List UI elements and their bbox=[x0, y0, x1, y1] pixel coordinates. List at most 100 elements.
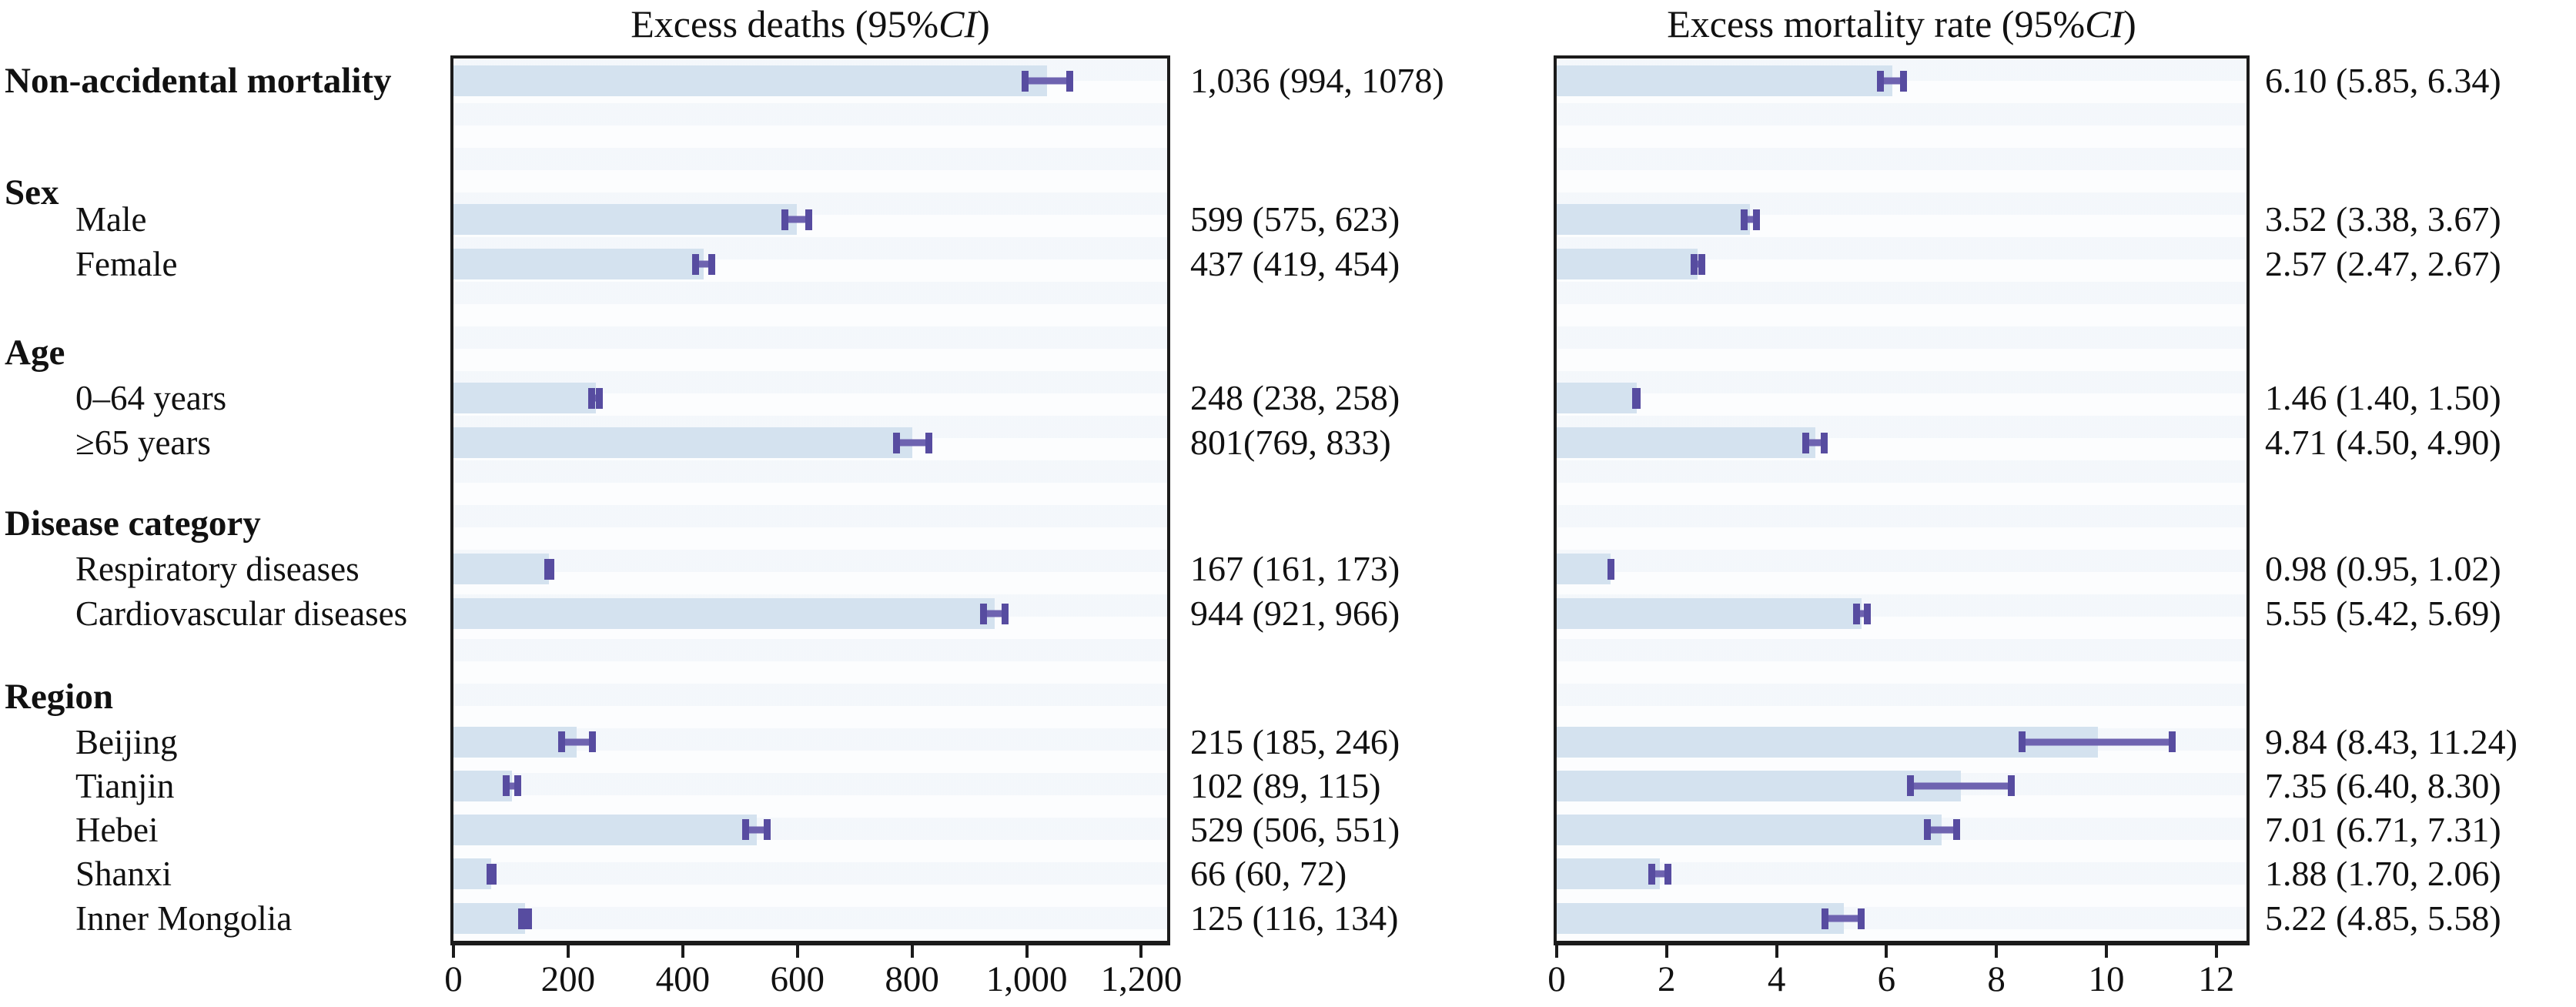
deaths-value-label: 437 (419, 454) bbox=[1190, 244, 1400, 283]
axis-tick bbox=[566, 945, 570, 958]
axis-tick-label: 12 bbox=[2198, 959, 2235, 999]
deaths-bar bbox=[453, 858, 492, 889]
deaths-ci-error-bar bbox=[1023, 77, 1072, 85]
excess-deaths-panel bbox=[450, 55, 1170, 945]
deaths-value-label: 167 (161, 173) bbox=[1190, 549, 1400, 588]
deaths-bar-row bbox=[453, 851, 1167, 896]
rate-bar bbox=[1557, 65, 1892, 96]
deaths-bar bbox=[453, 903, 526, 934]
rate-value-label: 6.10 (5.85, 6.34) bbox=[2265, 61, 2501, 100]
axis-tick bbox=[1139, 945, 1143, 958]
axis-tick-label: 2 bbox=[1658, 959, 1676, 999]
right-panel-title-text: Excess mortality rate (95% bbox=[1667, 2, 2086, 45]
deaths-value-label: 125 (116, 134) bbox=[1190, 898, 1399, 938]
deaths-bar-row bbox=[453, 376, 1167, 420]
rate-bar-row bbox=[1557, 242, 2246, 286]
deaths-bar bbox=[453, 204, 797, 235]
axis-tick bbox=[452, 945, 455, 958]
row-label: Female bbox=[75, 245, 178, 283]
deaths-ci-error-bar bbox=[504, 782, 520, 789]
left-panel-title-text: Excess deaths (95% bbox=[631, 2, 939, 45]
deaths-bar bbox=[453, 554, 550, 584]
deaths-value-label: 1,036 (994, 1078) bbox=[1190, 61, 1444, 100]
deaths-bar bbox=[453, 249, 704, 279]
axis-tick-label: 10 bbox=[2088, 959, 2125, 999]
deaths-value-label: 102 (89, 115) bbox=[1190, 765, 1381, 805]
deaths-ci-error-bar bbox=[693, 260, 714, 268]
axis-tick-label: 0 bbox=[444, 959, 463, 999]
deaths-value-label: 66 (60, 72) bbox=[1190, 854, 1347, 893]
axis-tick-label: 4 bbox=[1767, 959, 1786, 999]
rate-bar bbox=[1557, 204, 1751, 235]
rate-bar bbox=[1557, 598, 1862, 629]
axis-tick-label: 600 bbox=[770, 959, 825, 999]
rate-bar bbox=[1557, 770, 1961, 801]
group-header: Sex bbox=[5, 172, 59, 212]
axis-tick bbox=[1664, 945, 1668, 958]
axis-tick-label: 800 bbox=[885, 959, 939, 999]
rate-bar-row bbox=[1557, 851, 2246, 896]
rate-value-label: 3.52 (3.38, 3.67) bbox=[2265, 199, 2501, 239]
rate-bar-row bbox=[1557, 59, 2246, 103]
rate-ci-error-bar bbox=[1742, 216, 1759, 223]
axis-tick-label: 0 bbox=[1547, 959, 1566, 999]
group-header: Age bbox=[5, 333, 65, 373]
deaths-ci-error-bar bbox=[559, 738, 595, 745]
group-header: Disease category bbox=[5, 503, 261, 544]
deaths-value-label: 215 (185, 246) bbox=[1190, 721, 1400, 761]
rate-bar bbox=[1557, 726, 2098, 758]
deaths-ci-error-bar bbox=[894, 439, 932, 447]
row-label: ≥65 years bbox=[75, 423, 211, 462]
left-panel-title-close: ) bbox=[977, 2, 990, 45]
deaths-ci-error-bar bbox=[783, 216, 811, 223]
row-label: Inner Mongolia bbox=[75, 899, 293, 938]
row-label: Male bbox=[75, 200, 147, 239]
right-panel-title: Excess mortality rate (95% CI) bbox=[1554, 0, 2250, 55]
rate-bar bbox=[1557, 427, 1816, 458]
axis-tick-label: 400 bbox=[655, 959, 711, 999]
left-panel-title-ci: CI bbox=[938, 2, 978, 45]
rate-bar-row bbox=[1557, 720, 2246, 764]
rate-bar bbox=[1557, 814, 1942, 845]
rate-bar-row bbox=[1557, 420, 2246, 465]
rate-value-label: 5.22 (4.85, 5.58) bbox=[2265, 898, 2501, 938]
deaths-bar-row bbox=[453, 764, 1167, 808]
right-panel-title-close: ) bbox=[2123, 2, 2136, 45]
deaths-bar bbox=[453, 65, 1048, 96]
rate-bar bbox=[1557, 249, 1698, 279]
rate-ci-error-bar bbox=[1692, 260, 1704, 268]
rate-value-label: 7.35 (6.40, 8.30) bbox=[2265, 765, 2501, 805]
deaths-ci-error-bar bbox=[487, 870, 495, 878]
deaths-ci-error-bar bbox=[743, 826, 770, 833]
deaths-ci-error-bar bbox=[590, 394, 602, 402]
rate-ci-error-bar bbox=[1908, 782, 2013, 789]
rate-bar bbox=[1557, 383, 1638, 413]
rate-bar-row bbox=[1557, 764, 2246, 808]
axis-tick bbox=[2214, 945, 2218, 958]
axis-tick-label: 1,000 bbox=[985, 959, 1068, 999]
axis-tick-label: 8 bbox=[1987, 959, 2006, 999]
deaths-bar-row bbox=[453, 420, 1167, 465]
axis-tick bbox=[2104, 945, 2108, 958]
rate-ci-error-bar bbox=[1878, 77, 1905, 85]
left-panel-title: Excess deaths (95% CI) bbox=[450, 0, 1170, 55]
excess-deaths-x-axis: 0 200 400 600 800 1,000 1,200 bbox=[444, 945, 1182, 1007]
deaths-value-label: 529 (506, 551) bbox=[1190, 809, 1400, 849]
deaths-bar-row bbox=[453, 591, 1167, 636]
deaths-value-label: 599 (575, 623) bbox=[1190, 199, 1400, 239]
axis-tick bbox=[795, 945, 799, 958]
rate-bar-row bbox=[1557, 591, 2246, 636]
right-panel-title-ci: CI bbox=[2085, 2, 2124, 45]
rate-bar bbox=[1557, 554, 1611, 584]
row-label: Beijing bbox=[75, 722, 178, 761]
deaths-bar-row bbox=[453, 720, 1167, 764]
axis-tick bbox=[1885, 945, 1889, 958]
rate-ci-error-bar bbox=[2019, 738, 2175, 745]
deaths-bar bbox=[453, 726, 577, 758]
deaths-value-label: 248 (238, 258) bbox=[1190, 378, 1400, 417]
row-label: Shanxi bbox=[75, 855, 172, 893]
row-label: Cardiovascular diseases bbox=[75, 594, 408, 633]
rate-value-label: 5.55 (5.42, 5.69) bbox=[2265, 594, 2501, 633]
rate-bar-row bbox=[1557, 896, 2246, 941]
